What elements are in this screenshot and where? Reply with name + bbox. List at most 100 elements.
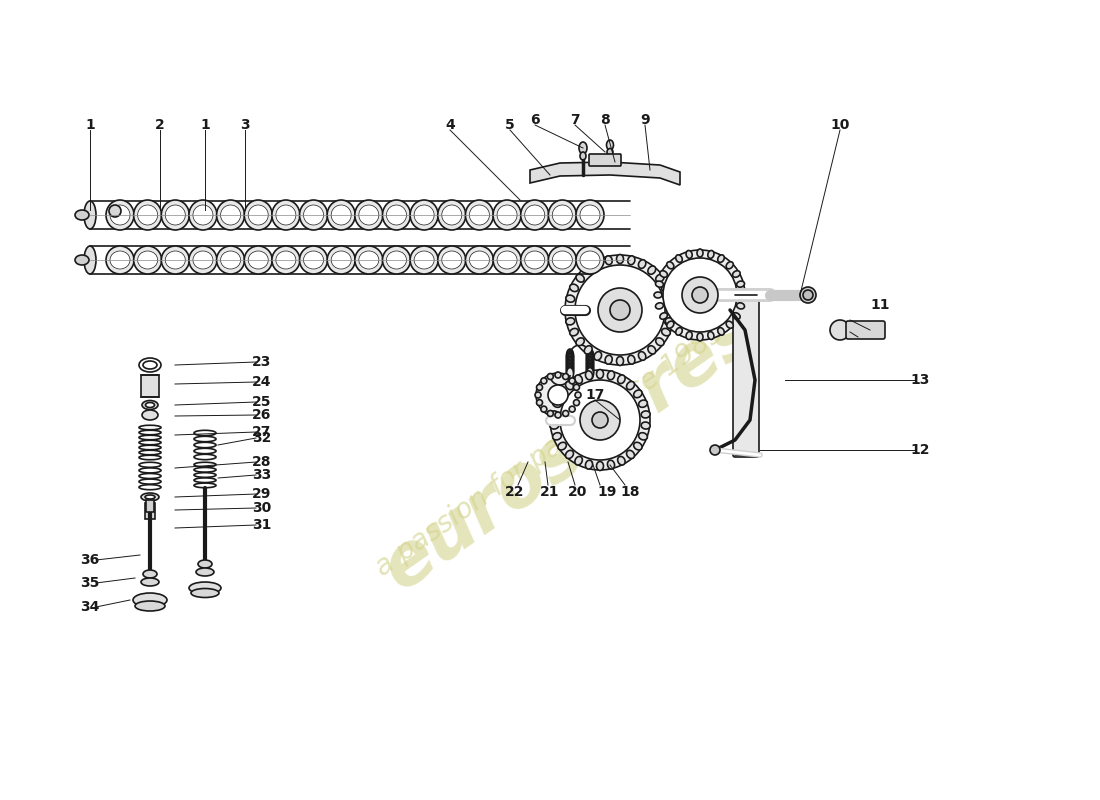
Ellipse shape xyxy=(221,251,241,269)
Ellipse shape xyxy=(617,375,625,383)
Ellipse shape xyxy=(607,460,615,469)
Ellipse shape xyxy=(566,350,573,362)
Ellipse shape xyxy=(566,352,573,364)
Circle shape xyxy=(556,412,561,418)
Ellipse shape xyxy=(192,205,213,225)
Ellipse shape xyxy=(145,402,154,407)
Ellipse shape xyxy=(627,450,635,458)
Ellipse shape xyxy=(586,352,594,364)
Circle shape xyxy=(710,445,720,455)
Ellipse shape xyxy=(299,200,328,230)
Ellipse shape xyxy=(143,570,157,578)
Ellipse shape xyxy=(576,274,584,282)
Ellipse shape xyxy=(566,362,573,374)
Ellipse shape xyxy=(737,281,745,287)
FancyBboxPatch shape xyxy=(146,500,154,512)
Ellipse shape xyxy=(84,201,96,229)
Text: 8: 8 xyxy=(601,113,609,127)
Ellipse shape xyxy=(550,422,559,429)
Text: 9: 9 xyxy=(640,113,650,127)
Ellipse shape xyxy=(552,433,561,440)
Circle shape xyxy=(537,400,542,406)
Ellipse shape xyxy=(465,200,494,230)
Ellipse shape xyxy=(800,287,816,303)
Text: 13: 13 xyxy=(911,373,930,387)
Ellipse shape xyxy=(594,352,602,360)
Ellipse shape xyxy=(549,246,576,274)
Ellipse shape xyxy=(331,251,351,269)
Ellipse shape xyxy=(221,205,241,225)
Ellipse shape xyxy=(733,270,740,278)
Ellipse shape xyxy=(661,284,670,291)
Ellipse shape xyxy=(75,210,89,220)
Ellipse shape xyxy=(359,251,378,269)
Ellipse shape xyxy=(596,462,604,470)
Circle shape xyxy=(663,258,737,332)
Ellipse shape xyxy=(552,205,572,225)
Text: 23: 23 xyxy=(252,355,272,369)
Ellipse shape xyxy=(217,246,244,274)
Ellipse shape xyxy=(359,205,378,225)
Ellipse shape xyxy=(803,290,813,300)
Ellipse shape xyxy=(106,200,134,230)
Text: 6: 6 xyxy=(530,113,540,127)
Ellipse shape xyxy=(75,255,89,265)
Text: eurostores: eurostores xyxy=(370,295,770,605)
Circle shape xyxy=(654,250,745,340)
Ellipse shape xyxy=(627,382,635,390)
Text: 1: 1 xyxy=(85,118,95,132)
Polygon shape xyxy=(530,162,680,185)
Ellipse shape xyxy=(550,411,559,418)
Circle shape xyxy=(548,385,568,405)
Ellipse shape xyxy=(470,205,490,225)
Ellipse shape xyxy=(565,318,574,325)
Ellipse shape xyxy=(196,568,214,576)
Ellipse shape xyxy=(686,250,692,258)
Ellipse shape xyxy=(585,371,593,380)
Ellipse shape xyxy=(737,302,745,309)
Ellipse shape xyxy=(141,578,160,586)
Ellipse shape xyxy=(648,346,656,354)
Ellipse shape xyxy=(586,367,594,379)
Ellipse shape xyxy=(138,205,157,225)
Ellipse shape xyxy=(133,593,167,607)
Ellipse shape xyxy=(580,205,600,225)
Ellipse shape xyxy=(465,246,494,274)
Ellipse shape xyxy=(383,246,410,274)
Ellipse shape xyxy=(639,433,648,440)
Text: 36: 36 xyxy=(80,553,100,567)
Ellipse shape xyxy=(566,354,573,366)
Ellipse shape xyxy=(617,457,625,465)
Circle shape xyxy=(550,370,650,470)
Ellipse shape xyxy=(675,327,682,335)
Text: 10: 10 xyxy=(830,118,849,132)
Ellipse shape xyxy=(738,292,746,298)
Circle shape xyxy=(569,378,575,384)
Ellipse shape xyxy=(272,246,300,274)
Ellipse shape xyxy=(580,152,586,160)
Text: 25: 25 xyxy=(252,395,272,409)
Ellipse shape xyxy=(139,358,161,372)
Ellipse shape xyxy=(497,205,517,225)
Ellipse shape xyxy=(493,200,521,230)
Circle shape xyxy=(563,410,569,417)
Text: 32: 32 xyxy=(252,431,272,445)
Ellipse shape xyxy=(493,246,521,274)
Ellipse shape xyxy=(584,346,592,354)
Ellipse shape xyxy=(198,560,212,568)
Ellipse shape xyxy=(331,205,351,225)
Text: 24: 24 xyxy=(252,375,272,389)
Ellipse shape xyxy=(244,200,272,230)
Ellipse shape xyxy=(656,281,663,287)
Ellipse shape xyxy=(249,205,268,225)
Ellipse shape xyxy=(638,260,646,268)
Ellipse shape xyxy=(386,205,407,225)
Ellipse shape xyxy=(566,363,573,375)
Text: 19: 19 xyxy=(597,485,617,499)
Ellipse shape xyxy=(410,200,438,230)
Ellipse shape xyxy=(141,493,160,501)
Circle shape xyxy=(575,265,666,355)
Ellipse shape xyxy=(525,251,544,269)
Ellipse shape xyxy=(145,495,155,499)
Ellipse shape xyxy=(189,582,221,594)
